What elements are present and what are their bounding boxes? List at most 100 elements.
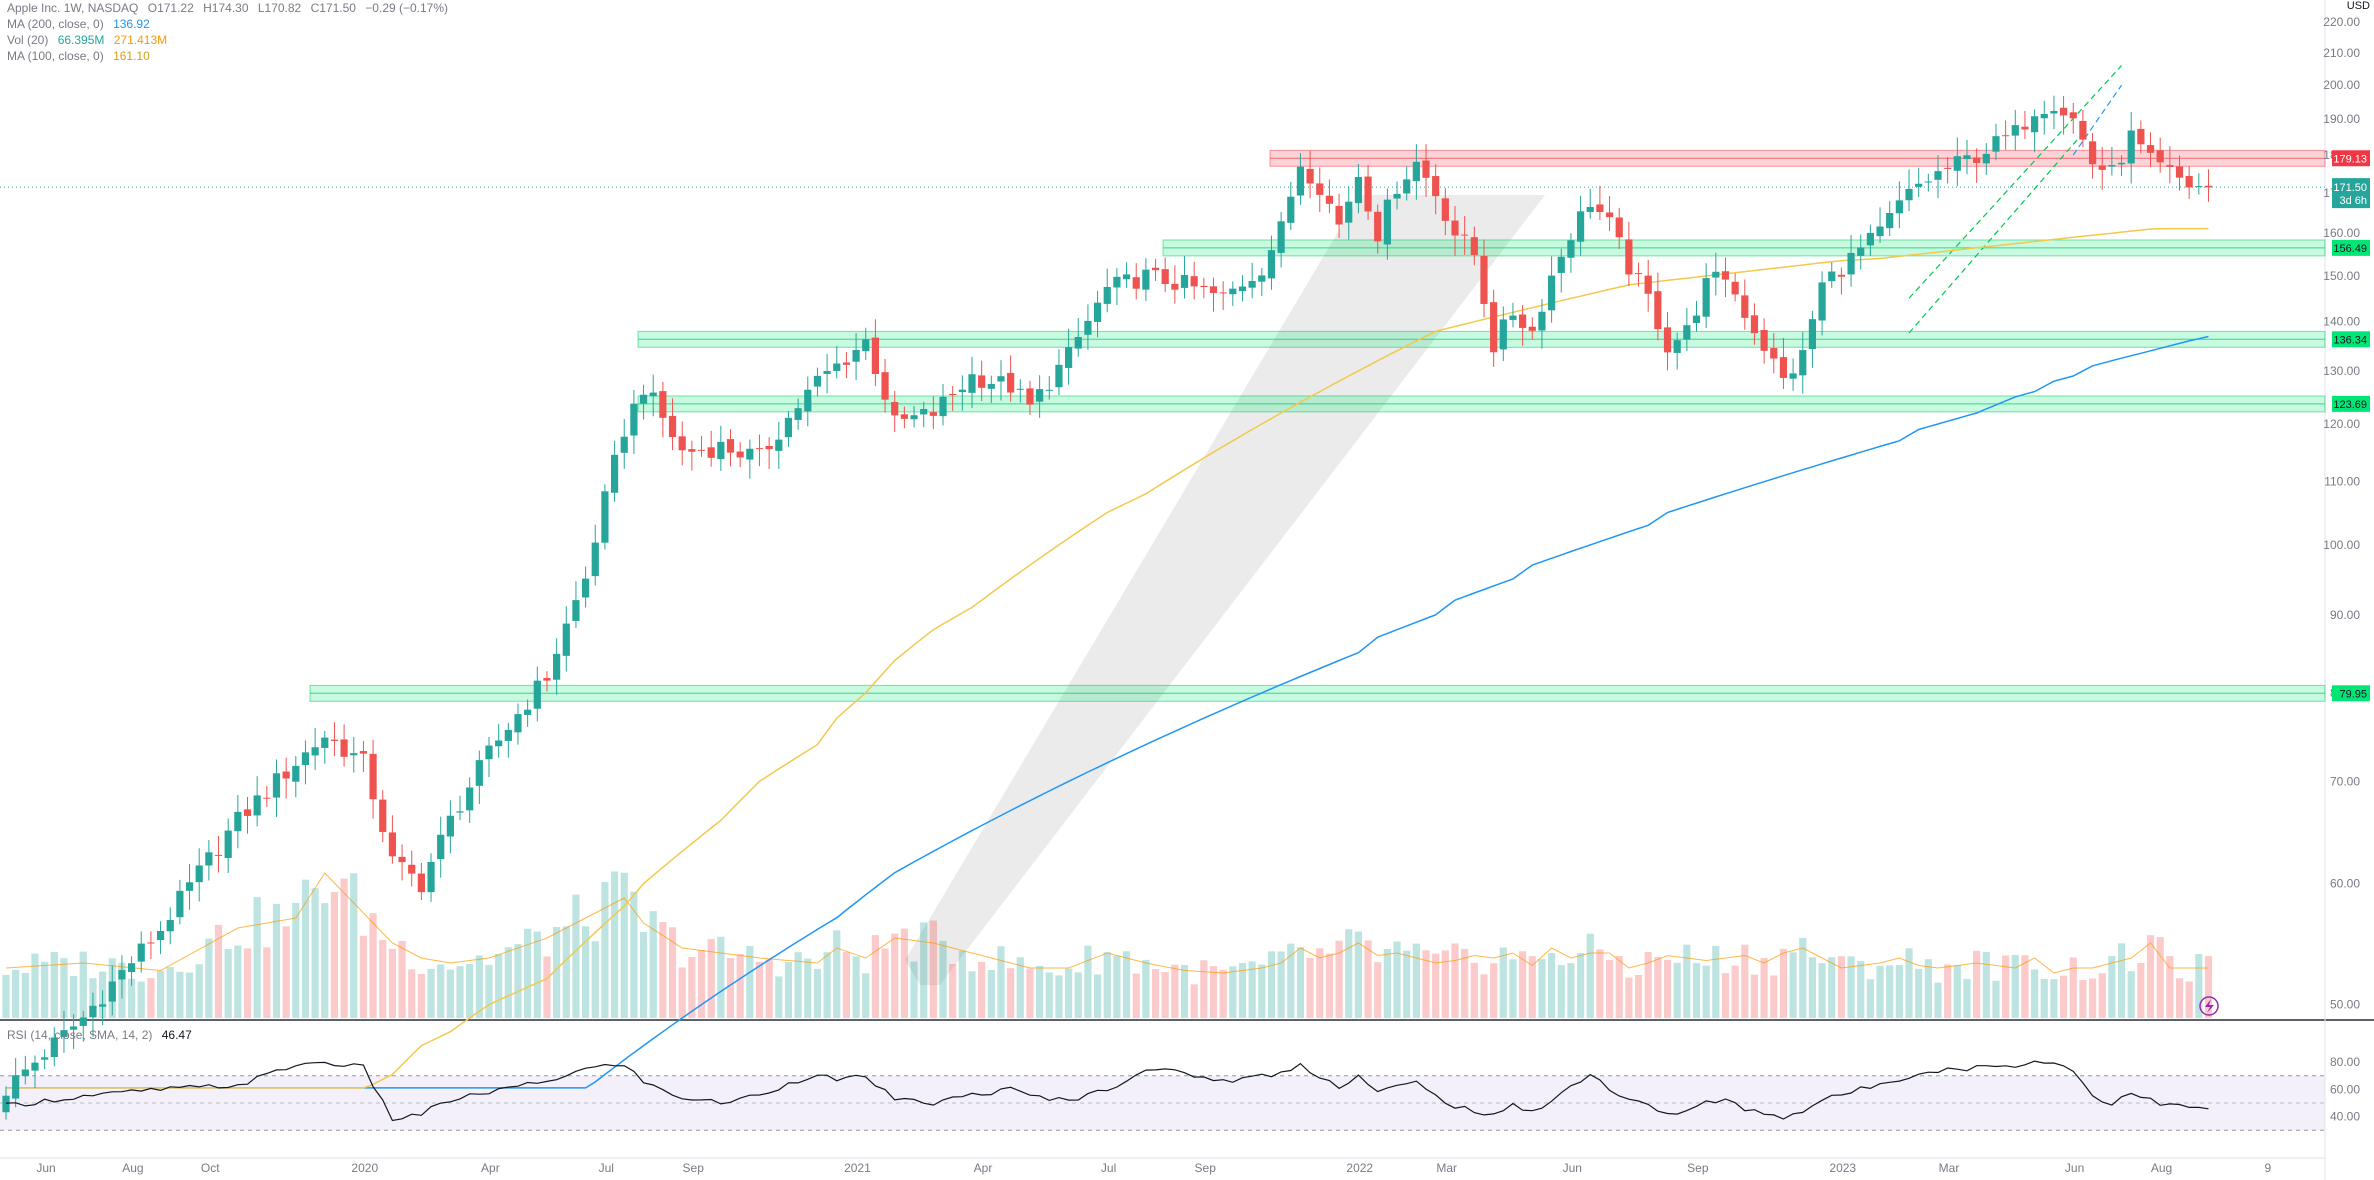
candle[interactable] (533, 680, 541, 709)
candle[interactable] (1509, 315, 1517, 320)
candle[interactable] (147, 942, 155, 944)
candle[interactable] (118, 970, 126, 980)
candle[interactable] (2002, 135, 2010, 137)
candle[interactable] (813, 375, 822, 387)
candle[interactable] (2079, 120, 2087, 140)
candle[interactable] (1374, 211, 1382, 242)
candle[interactable] (1886, 212, 1894, 229)
candle[interactable] (678, 436, 686, 451)
candle[interactable] (1441, 198, 1449, 221)
candle[interactable] (1857, 247, 1865, 256)
candle[interactable] (746, 448, 754, 460)
candle[interactable] (1045, 389, 1053, 391)
candle[interactable] (524, 709, 532, 715)
candle[interactable] (1383, 199, 1391, 245)
candle[interactable] (1837, 274, 1845, 277)
candle[interactable] (340, 739, 348, 757)
candle[interactable] (495, 740, 503, 747)
candle[interactable] (1267, 250, 1276, 279)
candle[interactable] (2059, 107, 2068, 116)
candle[interactable] (12, 1075, 20, 1099)
candle[interactable] (1036, 389, 1044, 402)
candle[interactable] (620, 436, 628, 453)
candle[interactable] (1026, 388, 1034, 405)
candle[interactable] (398, 856, 406, 863)
candle[interactable] (166, 920, 174, 932)
candle[interactable] (2088, 141, 2097, 165)
candle[interactable] (784, 417, 793, 438)
candle[interactable] (1654, 291, 1662, 330)
candle[interactable] (1422, 160, 1430, 178)
currency-label[interactable]: USD (2346, 0, 2370, 12)
candle[interactable] (1480, 255, 1488, 304)
candle[interactable] (224, 830, 232, 858)
candle[interactable] (862, 339, 870, 352)
candle[interactable] (205, 852, 213, 866)
candle[interactable] (717, 441, 725, 460)
candle[interactable] (243, 809, 252, 816)
candle[interactable] (881, 372, 889, 400)
candle[interactable] (2195, 186, 2203, 188)
candle[interactable] (1412, 161, 1420, 182)
candle[interactable] (1065, 347, 1073, 368)
candle[interactable] (1142, 269, 1150, 290)
candle[interactable] (1818, 282, 1826, 321)
candle[interactable] (668, 415, 677, 438)
candle[interactable] (1403, 179, 1411, 194)
candle[interactable] (1451, 220, 1459, 236)
candle[interactable] (1567, 240, 1575, 258)
candle[interactable] (504, 729, 512, 741)
candle[interactable] (1209, 286, 1218, 293)
candle[interactable] (871, 337, 879, 375)
candle[interactable] (1238, 286, 1247, 292)
candle[interactable] (1190, 276, 1198, 287)
indicator-ma100[interactable]: MA (100, close, 0) 161.10 (7, 48, 448, 64)
ma200-line[interactable] (6, 335, 2209, 1089)
candle[interactable] (359, 751, 368, 754)
candle[interactable] (234, 811, 242, 832)
candle[interactable] (1364, 176, 1372, 212)
candle[interactable] (60, 1030, 68, 1038)
candle[interactable] (311, 747, 319, 756)
candle[interactable] (978, 375, 986, 388)
candle[interactable] (1876, 226, 1884, 237)
indicator-ma200[interactable]: MA (200, close, 0) 136.92 (7, 16, 448, 32)
candle[interactable] (707, 447, 715, 458)
candle[interactable] (601, 491, 609, 543)
candle[interactable] (1982, 153, 1990, 164)
candle[interactable] (900, 414, 908, 419)
candle[interactable] (2204, 185, 2213, 188)
candle[interactable] (1393, 193, 1401, 199)
candle[interactable] (804, 389, 812, 412)
candle[interactable] (50, 1037, 58, 1058)
candle[interactable] (214, 854, 223, 856)
indicator-volume[interactable]: Vol (20) 66.395M 271.413M (7, 32, 448, 48)
candle[interactable] (2117, 162, 2126, 165)
candle[interactable] (736, 451, 744, 458)
rsi-line[interactable] (5, 1060, 2209, 1122)
candle[interactable] (1721, 271, 1730, 280)
candle[interactable] (2185, 175, 2193, 188)
candle[interactable] (1007, 372, 1015, 393)
candle[interactable] (920, 408, 928, 415)
candle[interactable] (446, 815, 454, 837)
candle[interactable] (253, 795, 261, 816)
candle[interactable] (1432, 176, 1440, 197)
symbol-title[interactable]: Apple Inc. 1W, NASDAQ (7, 1, 139, 15)
candle[interactable] (1161, 269, 1169, 285)
candle[interactable] (1306, 168, 1314, 184)
channel-upper-line[interactable] (1908, 65, 2122, 299)
candle[interactable] (176, 890, 184, 918)
candle[interactable] (1016, 388, 1024, 390)
candle[interactable] (108, 981, 116, 1002)
candle[interactable] (1924, 181, 1932, 183)
candle[interactable] (1944, 167, 1952, 169)
candle[interactable] (1663, 327, 1672, 353)
lightning-icon[interactable] (2199, 996, 2219, 1016)
candle[interactable] (968, 374, 976, 393)
rsi-legend[interactable]: RSI (14, close, SMA, 14, 2) 46.47 (7, 1028, 192, 1042)
support-price-label[interactable] (2332, 239, 2370, 256)
candle[interactable] (649, 392, 657, 397)
candle[interactable] (379, 799, 387, 832)
